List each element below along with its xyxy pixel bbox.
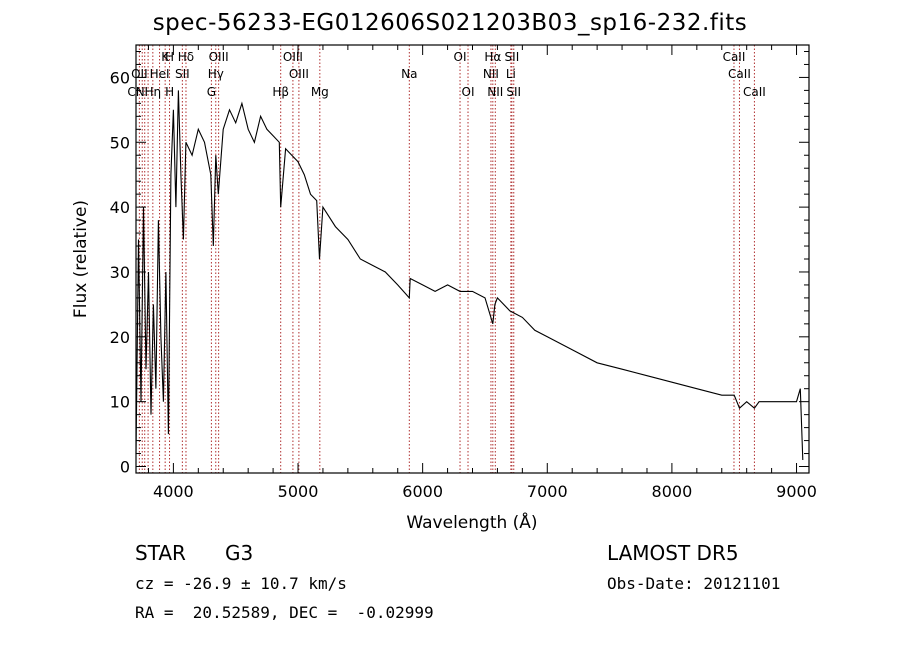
x-axis: 4000 5000 6000 7000 8000 9000 [147,45,817,501]
line-markers [138,45,755,473]
y-tick-label: 10 [110,393,130,412]
line-label: H [165,50,174,64]
line-label: Na [401,67,417,81]
y-axis-label: Flux (relative) [71,200,91,318]
line-label: Hβ [272,85,289,99]
line-label: CN [127,85,144,99]
x-tick-label: 7000 [527,482,568,501]
line-label: Hδ [178,50,194,64]
subclass: G3 [225,541,254,565]
y-tick-label: 0 [120,458,130,477]
line-label: OIII [209,50,229,64]
line-label: OI [462,85,475,99]
x-axis-label: Wavelength (Å) [406,511,537,533]
line-label: SII [506,85,521,99]
line-label: CaII [723,50,746,64]
line-label: Hα [484,50,501,64]
spectrum-line [135,90,804,461]
line-label: Hγ [208,67,224,81]
survey-name: LAMOST DR5 [607,541,739,565]
y-tick-label: 60 [110,68,130,87]
line-label: HeI [150,67,170,81]
line-label: Hη [145,85,162,99]
y-axis: 0 10 20 30 40 50 60 [110,50,809,477]
x-tick-label: 5000 [278,482,319,501]
line-label: CaII [728,67,751,81]
line-label: SII [175,67,190,81]
chart-title: spec-56233-EG012606S021203B03_sp16-232.f… [152,10,748,36]
line-label: Li [506,67,516,81]
x-tick-label: 6000 [402,482,443,501]
series-group [135,90,804,461]
x-tick-label: 9000 [776,482,817,501]
x-tick-label: 8000 [652,482,693,501]
y-tick-label: 50 [110,133,130,152]
object-class: STAR [135,541,186,565]
line-label: H [165,85,174,99]
line-label: NII [483,67,499,81]
y-tick-label: 40 [110,198,130,217]
line-label: SII [505,50,520,64]
y-tick-label: 30 [110,263,130,282]
y-tick-label: 20 [110,328,130,347]
line-label: OIII [289,67,309,81]
coordinates: RA = 20.52589, DEC = -0.02999 [135,603,434,622]
line-label: OII [131,67,148,81]
obs-date: Obs-Date: 20121101 [607,574,781,593]
line-label: K [161,50,170,64]
line-label: OIII [283,50,303,64]
line-label: NII [487,85,503,99]
line-label: G [207,85,216,99]
x-tick-label: 4000 [153,482,194,501]
line-label: Mg [311,85,329,99]
redshift-info: cz = -26.9 ± 10.7 km/s [135,574,347,593]
plot-frame [135,44,810,474]
line-label: OI [454,50,467,64]
line-label: CaII [743,85,766,99]
